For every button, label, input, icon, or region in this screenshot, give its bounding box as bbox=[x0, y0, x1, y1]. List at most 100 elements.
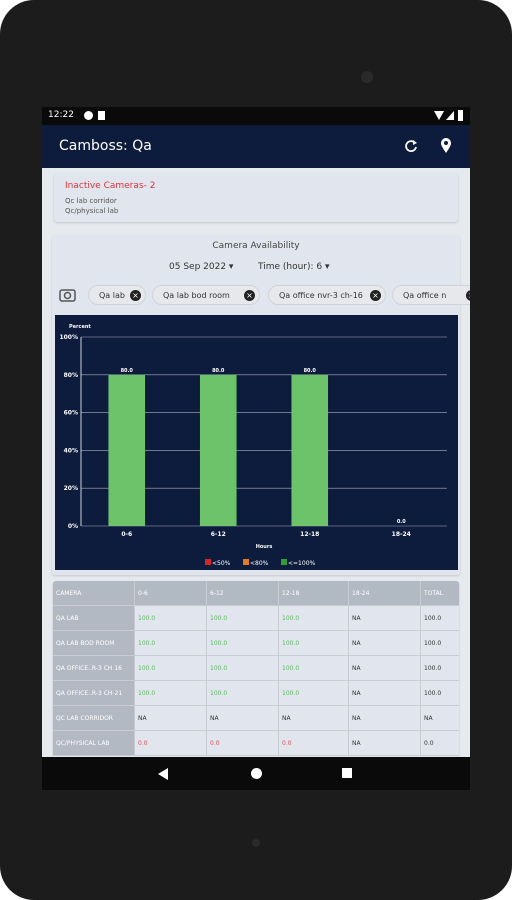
value-cell: NA bbox=[348, 605, 421, 631]
value-cell: 100.0 bbox=[420, 605, 459, 631]
value-cell: 0.0 bbox=[278, 730, 349, 756]
value-cell: NA bbox=[278, 705, 349, 731]
chip-close: × bbox=[466, 290, 470, 301]
bar bbox=[199, 374, 237, 526]
value-cell: 100.0 bbox=[278, 680, 349, 706]
camera-cell: QC/PHYSICAL LAB bbox=[53, 730, 135, 756]
camera-cell: QA LAB BOD ROOM bbox=[53, 630, 135, 656]
inactive-item: Qc lab corridor bbox=[65, 197, 117, 205]
status-bar: 12:22 bbox=[42, 107, 470, 125]
back-button[interactable] bbox=[158, 768, 168, 780]
app-bar: Camboss: Qa bbox=[42, 125, 470, 168]
value-cell: 100.0 bbox=[206, 655, 279, 681]
legend-label: <50% bbox=[212, 560, 231, 567]
value-cell: NA bbox=[206, 705, 279, 731]
front-camera bbox=[361, 71, 373, 83]
inactive-item: Qc/physical lab bbox=[65, 207, 119, 215]
table-header: CAMERA 0-6 6-12 12-18 18-24 TOTAL bbox=[53, 581, 459, 606]
value-cell: 100.0 bbox=[134, 680, 207, 706]
header-cell: 12-18 bbox=[278, 581, 349, 606]
value-cell: NA bbox=[348, 730, 421, 756]
value-cell: NA bbox=[134, 705, 207, 731]
home-button[interactable] bbox=[251, 768, 262, 779]
value-cell: 0.0 bbox=[134, 730, 207, 756]
camera-cell: QA LAB bbox=[53, 605, 135, 631]
camera-cell: QA OFFICE..R-3 CH-21 bbox=[53, 680, 135, 706]
camera-add-icon[interactable] bbox=[59, 286, 77, 302]
legend-label: <80% bbox=[250, 560, 269, 567]
availability-title: Camera Availability bbox=[212, 241, 300, 251]
value-cell: 100.0 bbox=[206, 680, 279, 706]
sensor bbox=[252, 839, 260, 847]
time-picker[interactable]: Time (hour): 6 ▾ bbox=[258, 262, 330, 272]
value-cell: 100.0 bbox=[278, 655, 349, 681]
header-cell: 18-24 bbox=[348, 581, 421, 606]
date-picker[interactable]: 05 Sep 2022 ▾ bbox=[169, 262, 234, 272]
camera-chip[interactable]: Qa office nvr-3 ch-16 × bbox=[268, 285, 386, 305]
status-icon bbox=[84, 111, 93, 120]
y-tick-label: 100% bbox=[59, 334, 78, 341]
chip-close: × bbox=[130, 290, 141, 301]
value-cell: 100.0 bbox=[420, 655, 459, 681]
inactive-card: Inactive Cameras- 2 Qc lab corridor Qc/p… bbox=[54, 173, 458, 222]
value-cell: 100.0 bbox=[134, 605, 207, 631]
y-tick-label: 60% bbox=[64, 410, 78, 417]
value-cell: NA bbox=[420, 705, 459, 731]
chip-label: Qa lab bod room bbox=[163, 291, 230, 300]
value-cell: 100.0 bbox=[206, 630, 279, 656]
camera-chip[interactable]: Qa lab × bbox=[88, 285, 146, 305]
value-cell: 0.0 bbox=[420, 730, 459, 756]
chip-close: × bbox=[244, 290, 255, 301]
chip-label: Qa lab bbox=[99, 291, 125, 300]
table-card: CAMERA 0-6 6-12 12-18 18-24 TOTAL QA LAB 100.0 1… bbox=[53, 581, 459, 761]
date-text: 05 Sep 2022 bbox=[169, 262, 227, 272]
wifi-icon bbox=[434, 111, 444, 120]
table-row: QA OFFICE..R-3 CH 16 100.0 100.0 100.0 NA 100… bbox=[53, 655, 459, 681]
chip-label: Qa office n bbox=[403, 291, 447, 300]
status-icon bbox=[98, 111, 105, 120]
bar bbox=[108, 374, 146, 526]
table-row: QA OFFICE..R-3 CH-21 100.0 100.0 100.0 NA 100… bbox=[53, 680, 459, 706]
y-tick-label: 80% bbox=[64, 372, 78, 379]
camera-chip[interactable]: Qa office n × bbox=[392, 285, 470, 305]
chip-label: Qa office nvr-3 ch-16 bbox=[279, 291, 363, 300]
header-cell: 0-6 bbox=[134, 581, 207, 606]
x-tick-label: 18-24 bbox=[392, 531, 411, 538]
value-cell: NA bbox=[348, 680, 421, 706]
data-label: 80.0 bbox=[121, 368, 134, 374]
data-label: 0.0 bbox=[397, 519, 406, 525]
time-text: Time (hour): 6 bbox=[258, 262, 323, 272]
chart-panel: Percent Hours 0% 20% 40% 60% 80% 100% 0-6 80.0 6-1… bbox=[55, 315, 458, 570]
signal-icon bbox=[446, 111, 454, 120]
legend-label: <=100% bbox=[288, 560, 316, 567]
data-label: 80.0 bbox=[304, 368, 317, 374]
legend-swatch bbox=[205, 559, 211, 565]
value-cell: 100.0 bbox=[134, 655, 207, 681]
nav-bar bbox=[42, 757, 470, 790]
value-cell: 0.0 bbox=[206, 730, 279, 756]
legend-swatch bbox=[243, 559, 249, 565]
battery-icon bbox=[458, 110, 463, 121]
y-axis-title: Percent bbox=[69, 324, 91, 330]
refresh-button[interactable] bbox=[404, 139, 418, 153]
header-cell: CAMERA bbox=[53, 581, 135, 606]
header-cell: TOTAL bbox=[420, 581, 459, 606]
location-button[interactable] bbox=[440, 138, 452, 154]
value-cell: 100.0 bbox=[420, 680, 459, 706]
clock: 12:22 bbox=[48, 110, 74, 120]
recents-button[interactable] bbox=[342, 768, 352, 778]
table-row: QC/PHYSICAL LAB 0.0 0.0 0.0 NA 0.0 bbox=[53, 730, 459, 756]
value-cell: 100.0 bbox=[134, 630, 207, 656]
data-label: 80.0 bbox=[212, 368, 225, 374]
x-tick-label: 0-6 bbox=[121, 531, 132, 538]
value-cell: 100.0 bbox=[420, 630, 459, 656]
header-cell: 6-12 bbox=[206, 581, 279, 606]
x-tick-label: 12-18 bbox=[300, 531, 319, 538]
camera-cell: QA OFFICE..R-3 CH 16 bbox=[53, 655, 135, 681]
screen: 12:22 Camboss: Qa Inactive Cameras- 2 Qc… bbox=[42, 107, 470, 790]
camera-cell: QC LAB CORRIDOR bbox=[53, 705, 135, 731]
camera-chip[interactable]: Qa lab bod room × bbox=[152, 285, 260, 305]
value-cell: NA bbox=[348, 655, 421, 681]
availability-table: CAMERA 0-6 6-12 12-18 18-24 TOTAL QA LAB 100.0 1… bbox=[53, 581, 459, 756]
